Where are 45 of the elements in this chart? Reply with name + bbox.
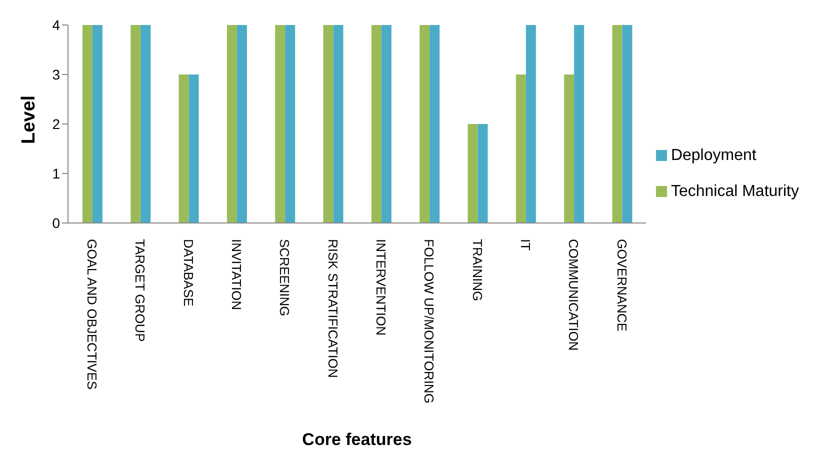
bar — [516, 74, 526, 223]
y-axis-title: Level — [18, 95, 40, 144]
bar — [130, 25, 141, 223]
x-tick-label: GOVERNANCE — [614, 239, 630, 332]
bar — [381, 25, 392, 223]
bar — [92, 25, 102, 223]
y-tick-label: 2 — [52, 116, 60, 132]
bar — [420, 25, 430, 223]
bar — [468, 124, 478, 223]
bar — [82, 25, 92, 223]
y-tick-label: 1 — [52, 165, 60, 182]
y-tick-label: 0 — [52, 214, 60, 231]
x-tick-label: DATABASE — [180, 239, 196, 307]
x-tick-label: IT — [518, 239, 534, 251]
x-tick-label: INVITATION — [229, 239, 244, 310]
bar — [430, 25, 440, 223]
bar — [564, 74, 574, 223]
y-tick-label: 4 — [52, 16, 60, 33]
x-axis-title: Core features — [302, 430, 412, 449]
bar — [140, 25, 151, 223]
x-tick-label: TARGET GROUP — [132, 239, 148, 342]
x-tick-label: RISK STRATIFICATION — [325, 239, 340, 378]
y-tick-label: 3 — [52, 66, 60, 82]
legend-label: Deployment — [670, 147, 756, 164]
bar — [478, 124, 488, 223]
legend-label: Technical Maturity — [670, 183, 799, 200]
bar — [323, 25, 334, 223]
x-tick-label: TRAINING — [470, 239, 485, 302]
bar — [333, 25, 344, 223]
bar — [574, 25, 584, 223]
x-tick-label: SCREENING — [277, 239, 292, 316]
bar — [371, 25, 382, 223]
bar — [526, 25, 536, 223]
x-tick-label: COMMUNICATION — [566, 239, 582, 351]
bar — [188, 74, 199, 223]
bar — [612, 25, 622, 223]
x-tick-label: GOAL AND OBJECTIVES — [84, 239, 100, 390]
bar — [285, 25, 296, 223]
x-tick-label: INTERVENTION — [374, 239, 389, 336]
bar — [178, 74, 189, 223]
bar — [236, 25, 247, 223]
bar — [622, 25, 632, 223]
bar — [226, 25, 237, 223]
x-tick-label: FOLLOW UP/MONITORING — [422, 239, 437, 404]
bar — [275, 25, 286, 223]
